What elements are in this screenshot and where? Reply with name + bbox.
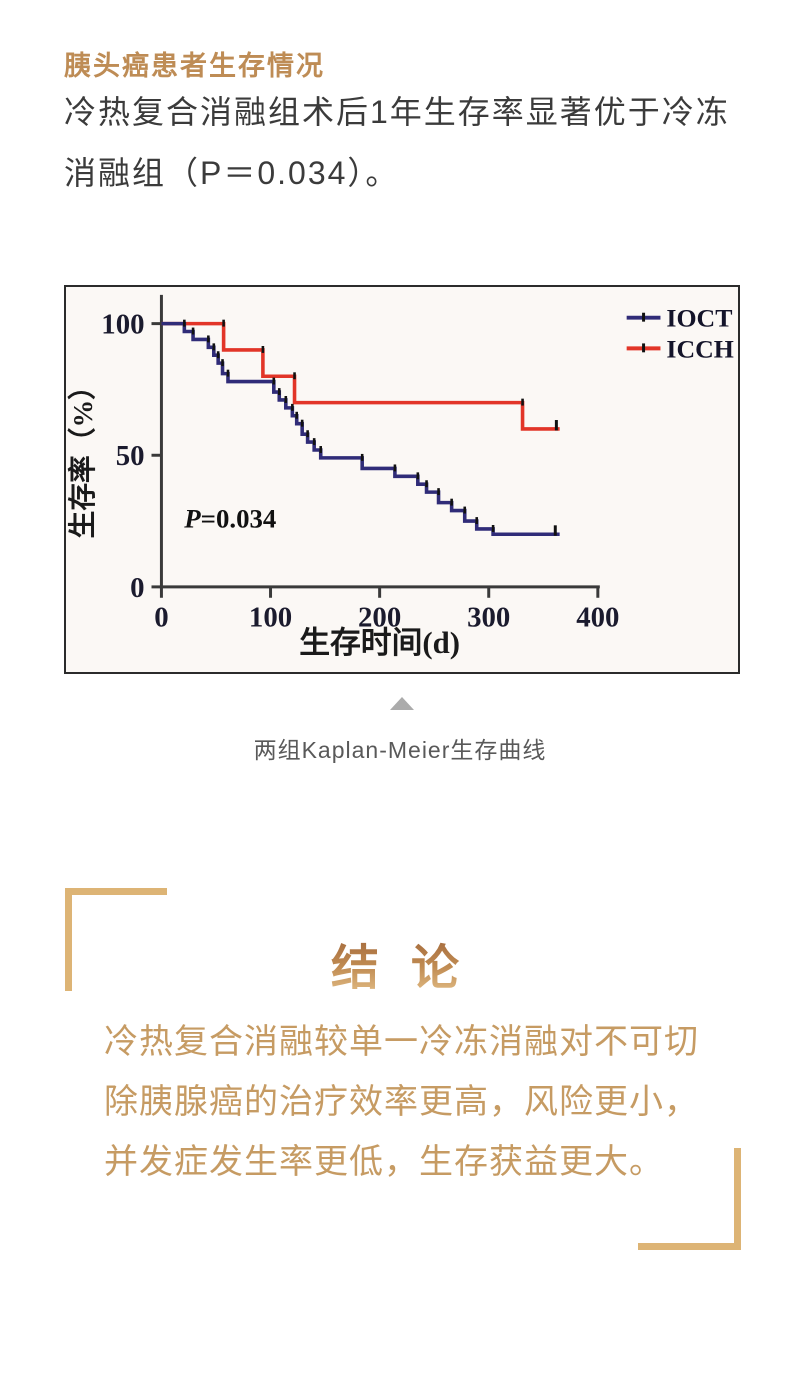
svg-text:50: 50 [116, 440, 145, 472]
conclusion-text: 冷热复合消融较单一冷冻消融对不可切除胰腺癌的治疗效率更高，风险更小，并发症发生率… [104, 1023, 699, 1181]
svg-text:0: 0 [130, 572, 144, 604]
svg-text:300: 300 [467, 602, 510, 634]
svg-text:生存时间(d): 生存时间(d) [299, 626, 460, 660]
conclusion-bracket-bottom-right-icon [638, 1148, 741, 1250]
intro-text: 冷热复合消融组术后1年生存率显著优于冷冻消融组（P＝0.034）。 [64, 94, 730, 191]
conclusion-bracket-top-left-icon [65, 888, 167, 991]
svg-text:P=0.034: P=0.034 [183, 504, 276, 534]
svg-text:生存率（%）: 生存率（%） [67, 372, 99, 538]
caption-arrow-icon [390, 697, 414, 710]
svg-text:200: 200 [358, 602, 401, 634]
figure-caption: 两组Kaplan-Meier生存曲线 [253, 737, 547, 763]
svg-text:ICCH: ICCH [666, 334, 733, 363]
svg-text:100: 100 [101, 309, 144, 341]
section-title: 胰头癌患者生存情况 [64, 51, 325, 81]
svg-text:IOCT: IOCT [666, 304, 732, 333]
svg-text:0: 0 [154, 602, 168, 634]
km-figure: 0 100 200 300 400 0 50 100 生存时间(d) 生存率（%） P=0.034 I… [64, 285, 740, 674]
svg-text:100: 100 [249, 602, 292, 634]
conclusion-title: 结 论 [0, 928, 800, 998]
svg-text:400: 400 [576, 602, 619, 634]
